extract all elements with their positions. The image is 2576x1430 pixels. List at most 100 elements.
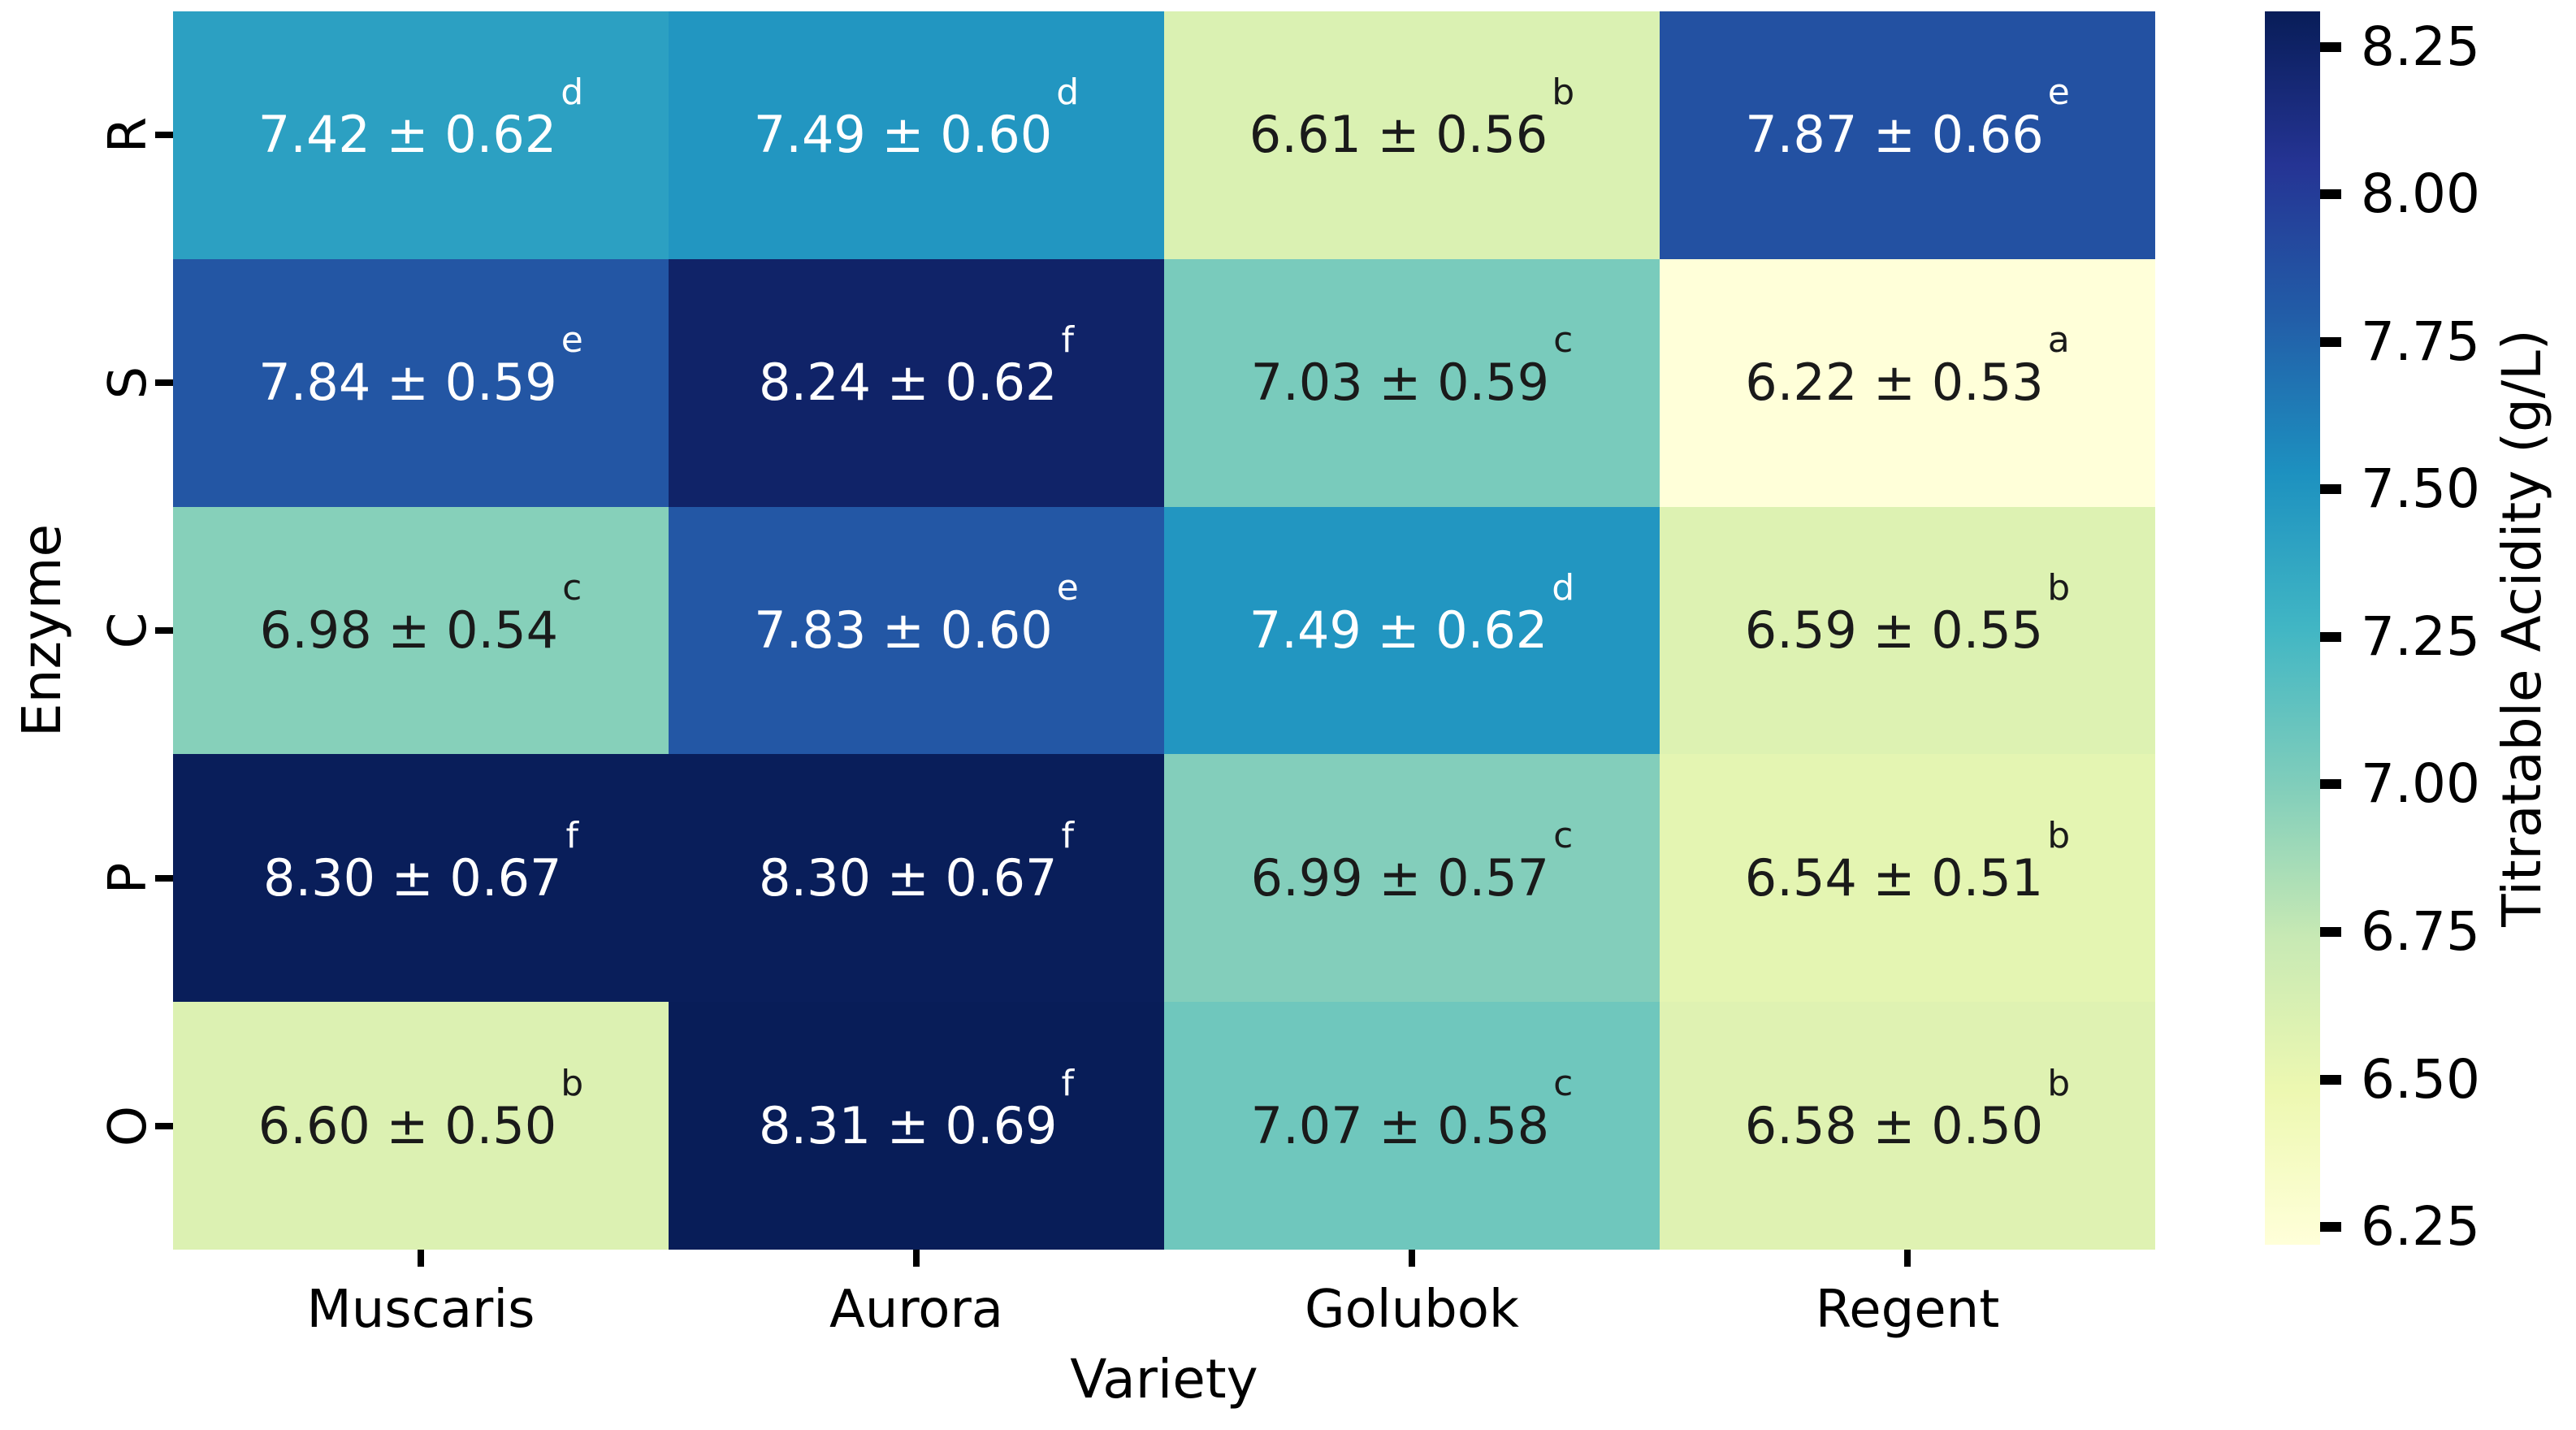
heatmap-cell: 7.87 ± 0.66 e bbox=[1660, 11, 2155, 259]
colorbar-tick bbox=[2320, 1074, 2341, 1085]
colorbar bbox=[2265, 11, 2320, 1245]
heatmap-cell: 8.30 ± 0.67 f bbox=[173, 754, 669, 1003]
y-tick-label: P bbox=[98, 862, 158, 895]
colorbar-tick bbox=[2320, 1222, 2341, 1233]
heatmap-cell: 6.98 ± 0.54 c bbox=[173, 506, 669, 755]
x-tick bbox=[913, 1250, 920, 1267]
cell-significance-letter: f bbox=[1061, 814, 1074, 856]
x-tick-label: Aurora bbox=[829, 1280, 1003, 1340]
cell-value: 7.83 ± 0.60 bbox=[754, 600, 1053, 660]
colorbar-tick bbox=[2320, 927, 2341, 938]
colorbar-tick-label: 6.75 bbox=[2361, 900, 2480, 964]
cell-value: 6.59 ± 0.55 bbox=[1744, 600, 2044, 660]
cell-significance-letter: f bbox=[565, 814, 578, 856]
y-tick-label: C bbox=[98, 612, 158, 649]
cell-significance-letter: c bbox=[1553, 1062, 1574, 1104]
cell-significance-letter: d bbox=[561, 72, 584, 114]
cell-significance-letter: d bbox=[1056, 72, 1080, 114]
colorbar-tick bbox=[2320, 41, 2341, 52]
cell-significance-letter: d bbox=[1552, 566, 1575, 609]
y-tick bbox=[155, 1122, 173, 1129]
y-tick-label: R bbox=[98, 117, 158, 154]
colorbar-tick-label: 8.25 bbox=[2361, 15, 2480, 78]
heatmap-cell: 6.54 ± 0.51 b bbox=[1660, 754, 2155, 1003]
heatmap-grid: 7.42 ± 0.62 d 7.49 ± 0.60 d 6.61 ± 0.56 b 7.87… bbox=[173, 11, 2155, 1250]
x-tick-label: Golubok bbox=[1305, 1280, 1519, 1340]
cell-significance-letter: b bbox=[2047, 1062, 2071, 1104]
cell-significance-letter: b bbox=[2047, 814, 2071, 856]
heatmap-cell: 6.22 ± 0.53 a bbox=[1660, 258, 2155, 507]
heatmap-cell: 7.42 ± 0.62 d bbox=[173, 11, 669, 259]
cell-significance-letter: e bbox=[2047, 72, 2070, 114]
x-tick bbox=[418, 1250, 424, 1267]
cell-significance-letter: c bbox=[1553, 814, 1574, 856]
colorbar-tick bbox=[2320, 336, 2341, 347]
cell-significance-letter: b bbox=[1552, 72, 1575, 114]
y-tick bbox=[155, 874, 173, 882]
colorbar-tick-label: 7.75 bbox=[2361, 310, 2480, 373]
heatmap-cell: 8.30 ± 0.67 f bbox=[669, 754, 1164, 1003]
x-tick bbox=[1904, 1250, 1911, 1267]
cell-significance-letter: e bbox=[1056, 566, 1079, 609]
cell-significance-letter: e bbox=[561, 319, 583, 362]
cell-value: 6.54 ± 0.51 bbox=[1744, 847, 2044, 908]
heatmap-cell: 7.83 ± 0.60 e bbox=[669, 506, 1164, 755]
x-tick-label: Regent bbox=[1815, 1280, 2000, 1340]
y-tick bbox=[155, 379, 173, 387]
cell-value: 7.42 ± 0.62 bbox=[258, 105, 557, 165]
heatmap-cell: 7.07 ± 0.58 c bbox=[1164, 1002, 1660, 1250]
y-tick bbox=[155, 132, 173, 139]
cell-value: 8.30 ± 0.67 bbox=[263, 847, 562, 908]
colorbar-tick-label: 7.50 bbox=[2361, 457, 2480, 521]
y-axis-title: Enzyme bbox=[11, 523, 73, 738]
heatmap-cell: 8.24 ± 0.62 f bbox=[669, 258, 1164, 507]
colorbar-title: Titratable Acidity (g/L) bbox=[2491, 329, 2553, 927]
cell-value: 7.49 ± 0.62 bbox=[1249, 600, 1548, 660]
cell-value: 7.49 ± 0.60 bbox=[753, 105, 1053, 165]
heatmap-cell: 6.59 ± 0.55 b bbox=[1660, 506, 2155, 755]
cell-value: 6.98 ± 0.54 bbox=[259, 600, 559, 660]
y-tick bbox=[155, 627, 173, 634]
colorbar-tick-label: 6.50 bbox=[2361, 1047, 2480, 1111]
heatmap-cell: 7.49 ± 0.60 d bbox=[669, 11, 1164, 259]
x-tick bbox=[1409, 1250, 1415, 1267]
cell-significance-letter: b bbox=[2047, 566, 2071, 609]
cell-significance-letter: c bbox=[562, 566, 582, 609]
cell-significance-letter: b bbox=[561, 1062, 584, 1104]
heatmap-cell: 7.84 ± 0.59 e bbox=[173, 258, 669, 507]
cell-significance-letter: c bbox=[1553, 319, 1574, 362]
y-tick-label: S bbox=[98, 366, 158, 400]
cell-value: 8.24 ± 0.62 bbox=[759, 353, 1058, 413]
colorbar-tick bbox=[2320, 189, 2341, 200]
y-tick-label: O bbox=[98, 1105, 158, 1146]
cell-value: 6.61 ± 0.56 bbox=[1249, 105, 1548, 165]
cell-significance-letter: f bbox=[1061, 319, 1074, 362]
heatmap-cell: 6.99 ± 0.57 c bbox=[1164, 754, 1660, 1003]
x-axis-title: Variety bbox=[1070, 1348, 1258, 1410]
heatmap-cell: 6.61 ± 0.56 b bbox=[1164, 11, 1660, 259]
colorbar-tick-label: 7.25 bbox=[2361, 604, 2480, 668]
colorbar-tick bbox=[2320, 779, 2341, 790]
cell-value: 7.07 ± 0.58 bbox=[1250, 1095, 1550, 1155]
cell-significance-letter: a bbox=[2047, 319, 2070, 362]
heatmap-cell: 6.60 ± 0.50 b bbox=[173, 1002, 669, 1250]
cell-value: 8.31 ± 0.69 bbox=[759, 1095, 1058, 1155]
cell-value: 7.84 ± 0.59 bbox=[258, 353, 557, 413]
colorbar-tick-label: 6.25 bbox=[2361, 1195, 2480, 1259]
cell-value: 7.03 ± 0.59 bbox=[1250, 353, 1550, 413]
heatmap-cell: 7.49 ± 0.62 d bbox=[1164, 506, 1660, 755]
cell-value: 6.22 ± 0.53 bbox=[1745, 353, 2044, 413]
heatmap-cell: 7.03 ± 0.59 c bbox=[1164, 258, 1660, 507]
cell-value: 6.58 ± 0.50 bbox=[1744, 1095, 2044, 1155]
cell-significance-letter: f bbox=[1061, 1062, 1074, 1104]
colorbar-tick bbox=[2320, 631, 2341, 642]
heatmap-cell: 6.58 ± 0.50 b bbox=[1660, 1002, 2155, 1250]
heatmap-cell: 8.31 ± 0.69 f bbox=[669, 1002, 1164, 1250]
cell-value: 6.60 ± 0.50 bbox=[258, 1095, 557, 1155]
colorbar-tick bbox=[2320, 484, 2341, 495]
cell-value: 8.30 ± 0.67 bbox=[759, 847, 1058, 908]
colorbar-tick-label: 8.00 bbox=[2361, 162, 2480, 226]
colorbar-tick-label: 7.00 bbox=[2361, 752, 2480, 816]
cell-value: 7.87 ± 0.66 bbox=[1745, 105, 2044, 165]
